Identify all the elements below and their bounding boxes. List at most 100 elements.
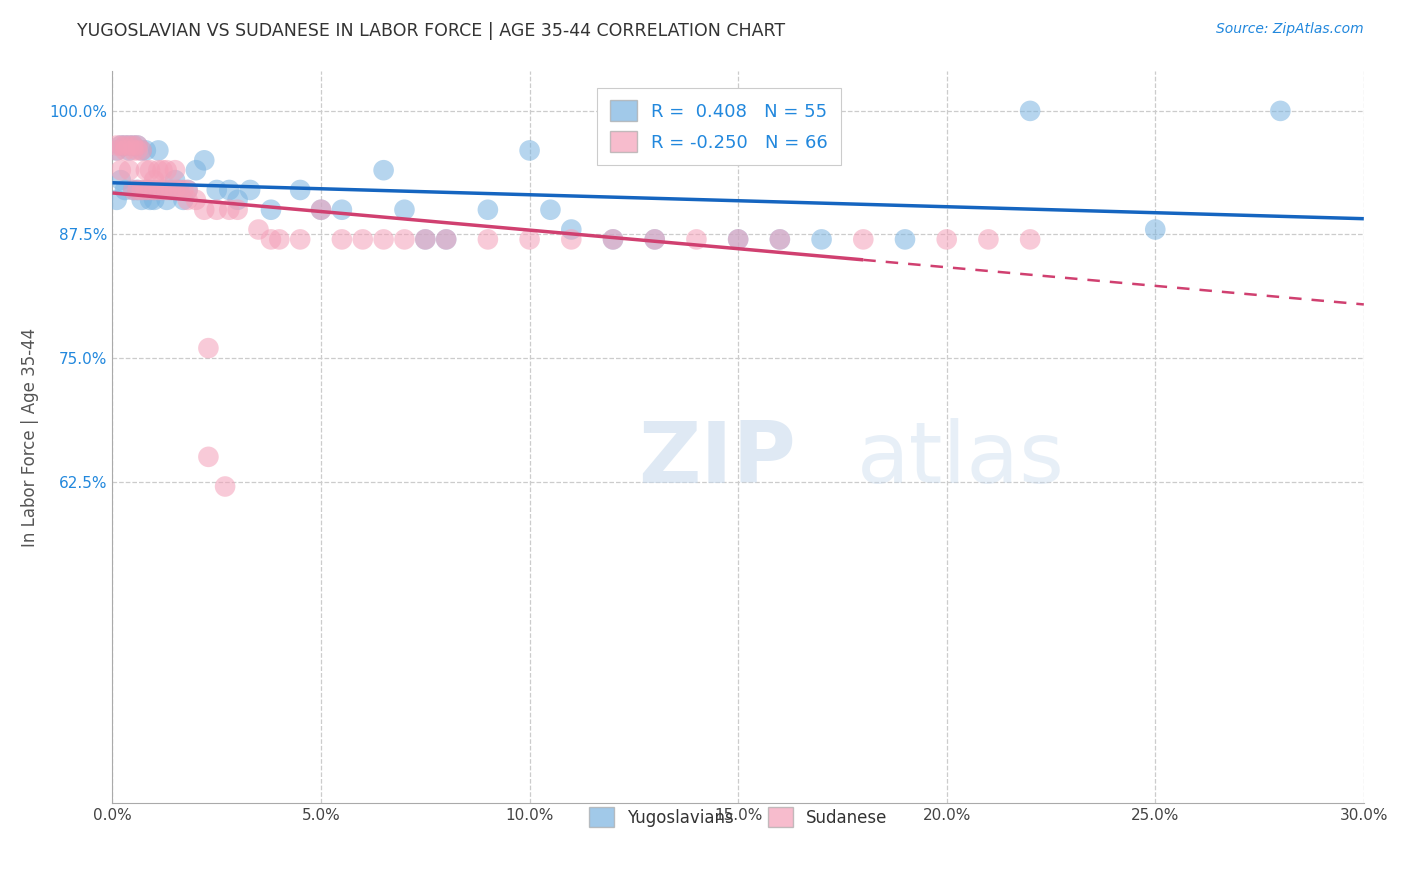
Point	[110, 173, 132, 187]
Point	[685, 232, 707, 246]
Point	[127, 183, 149, 197]
Point	[139, 163, 162, 178]
Point	[163, 183, 186, 197]
Point	[205, 183, 228, 197]
Point	[1270, 103, 1292, 118]
Point	[727, 232, 749, 246]
Point	[122, 183, 145, 197]
Point	[131, 193, 153, 207]
Point	[560, 222, 582, 236]
Point	[114, 138, 136, 153]
Point	[152, 183, 174, 197]
Point	[114, 183, 136, 197]
Point	[176, 193, 198, 207]
Point	[163, 163, 186, 178]
Point	[1144, 222, 1167, 236]
Point	[127, 144, 149, 158]
Point	[226, 202, 249, 217]
Point	[114, 138, 136, 153]
Point	[247, 222, 270, 236]
Point	[894, 232, 917, 246]
Point	[197, 341, 219, 355]
Point	[176, 183, 198, 197]
Point	[644, 232, 666, 246]
Point	[394, 232, 416, 246]
Point	[156, 183, 179, 197]
Point	[290, 232, 312, 246]
Point	[135, 144, 157, 158]
Point	[644, 232, 666, 246]
Point	[122, 183, 145, 197]
Point	[727, 232, 749, 246]
Point	[118, 144, 141, 158]
Point	[143, 193, 166, 207]
Point	[218, 202, 240, 217]
Point	[434, 232, 457, 246]
Point	[352, 232, 374, 246]
Text: ZIP: ZIP	[638, 417, 796, 500]
Point	[519, 144, 541, 158]
Point	[769, 232, 792, 246]
Point	[127, 183, 149, 197]
Point	[602, 232, 624, 246]
Point	[148, 163, 170, 178]
Point	[373, 232, 395, 246]
Point	[810, 232, 832, 246]
Point	[139, 183, 162, 197]
Text: Source: ZipAtlas.com: Source: ZipAtlas.com	[1216, 22, 1364, 37]
Point	[538, 202, 561, 217]
Point	[769, 232, 792, 246]
Point	[127, 138, 149, 153]
Point	[143, 183, 166, 197]
Point	[434, 232, 457, 246]
Point	[135, 163, 157, 178]
Point	[935, 232, 957, 246]
Point	[214, 479, 236, 493]
Point	[148, 183, 170, 197]
Point	[852, 232, 875, 246]
Point	[152, 183, 174, 197]
Point	[269, 232, 291, 246]
Point	[139, 193, 162, 207]
Point	[156, 193, 179, 207]
Point	[105, 193, 128, 207]
Point	[193, 153, 215, 168]
Point	[139, 183, 162, 197]
Point	[152, 163, 174, 178]
Point	[131, 183, 153, 197]
Point	[290, 183, 312, 197]
Text: atlas: atlas	[858, 417, 1064, 500]
Point	[309, 202, 332, 217]
Point	[205, 202, 228, 217]
Point	[163, 173, 186, 187]
Point	[218, 183, 240, 197]
Point	[309, 202, 332, 217]
Point	[122, 144, 145, 158]
Point	[1019, 232, 1042, 246]
Point	[413, 232, 436, 246]
Point	[477, 232, 499, 246]
Point	[239, 183, 262, 197]
Point	[110, 138, 132, 153]
Point	[118, 163, 141, 178]
Point	[105, 138, 128, 153]
Point	[260, 232, 283, 246]
Point	[156, 163, 179, 178]
Point	[176, 183, 198, 197]
Point	[110, 138, 132, 153]
Point	[118, 138, 141, 153]
Y-axis label: In Labor Force | Age 35-44: In Labor Force | Age 35-44	[21, 327, 38, 547]
Point	[167, 183, 190, 197]
Point	[143, 183, 166, 197]
Point	[105, 144, 128, 158]
Point	[105, 144, 128, 158]
Point	[260, 202, 283, 217]
Point	[118, 138, 141, 153]
Point	[1019, 103, 1042, 118]
Point	[167, 183, 190, 197]
Point	[560, 232, 582, 246]
Point	[977, 232, 1000, 246]
Point	[184, 193, 207, 207]
Point	[373, 163, 395, 178]
Point	[172, 183, 194, 197]
